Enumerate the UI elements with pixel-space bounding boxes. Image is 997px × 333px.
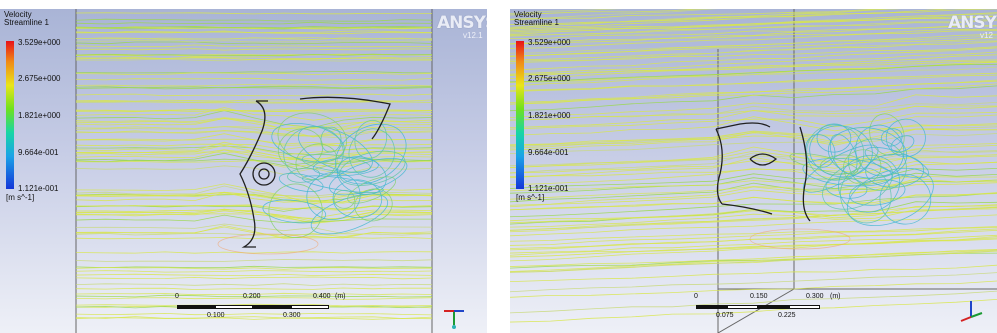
ruler-segment (758, 305, 789, 309)
ruler-label: 0 (694, 293, 698, 300)
ruler-label: 0.300 (283, 312, 301, 319)
ruler: 0 0.200 0.400 (m) 0.100 0.300 (175, 293, 375, 323)
velocity-legend: Velocity Streamline 1 3.529e+000 2.675e+… (4, 11, 84, 211)
legend-unit: [m s^-1] (516, 193, 545, 202)
version-label: v12.1 (463, 31, 483, 40)
ruler-label: 0.225 (778, 312, 796, 319)
ruler-segment (177, 305, 215, 309)
ruler-unit: (m) (335, 293, 346, 300)
ruler-label: 0.300 (806, 293, 824, 300)
viewport-right[interactable]: Velocity Streamline 1 3.529e+000 2.675e+… (510, 9, 997, 333)
legend-unit: [m s^-1] (6, 193, 35, 202)
ruler-segment (789, 305, 820, 309)
legend-colorbar (6, 41, 14, 189)
legend-tick: 1.821e+000 (18, 111, 61, 120)
legend-tick: 1.121e-001 (18, 184, 59, 193)
legend-tick: 9.664e-001 (528, 148, 569, 157)
ruler-label: 0.150 (750, 293, 768, 300)
version-label: v12 (980, 31, 993, 40)
streamline-plot (75, 9, 433, 333)
legend-tick: 9.664e-001 (18, 148, 59, 157)
legend-tick: 1.821e+000 (528, 111, 571, 120)
ruler-segment (696, 305, 727, 309)
legend-tick: 2.675e+000 (18, 74, 61, 83)
ruler: 0 0.150 0.300 (m) 0.075 0.225 (694, 293, 894, 323)
ruler-segment (727, 305, 758, 309)
velocity-legend: Velocity Streamline 1 3.529e+000 2.675e+… (514, 11, 594, 211)
ruler-label: 0.100 (207, 312, 225, 319)
viewport-left[interactable]: Velocity Streamline 1 3.529e+000 2.675e+… (0, 9, 487, 333)
ruler-segment (253, 305, 291, 309)
axis-triad-icon[interactable] (955, 295, 985, 325)
legend-tick: 2.675e+000 (528, 74, 571, 83)
ruler-segment (291, 305, 329, 309)
legend-title: Velocity (4, 10, 32, 19)
ruler-label: 0.200 (243, 293, 261, 300)
axis-triad-icon[interactable] (440, 301, 470, 331)
legend-tick: 1.121e-001 (528, 184, 569, 193)
legend-subtitle: Streamline 1 (4, 18, 49, 27)
ruler-label: 0 (175, 293, 179, 300)
ruler-label: 0.400 (313, 293, 331, 300)
legend-subtitle: Streamline 1 (514, 18, 559, 27)
legend-title: Velocity (514, 10, 542, 19)
streamline-plot (510, 9, 997, 333)
ruler-label: 0.075 (716, 312, 734, 319)
legend-tick: 3.529e+000 (18, 38, 61, 47)
legend-tick: 3.529e+000 (528, 38, 571, 47)
legend-colorbar (516, 41, 524, 189)
ruler-segment (215, 305, 253, 309)
ansys-logo: ANSYS (437, 13, 487, 33)
ansys-logo: ANSYS (948, 13, 997, 33)
ruler-unit: (m) (830, 293, 841, 300)
